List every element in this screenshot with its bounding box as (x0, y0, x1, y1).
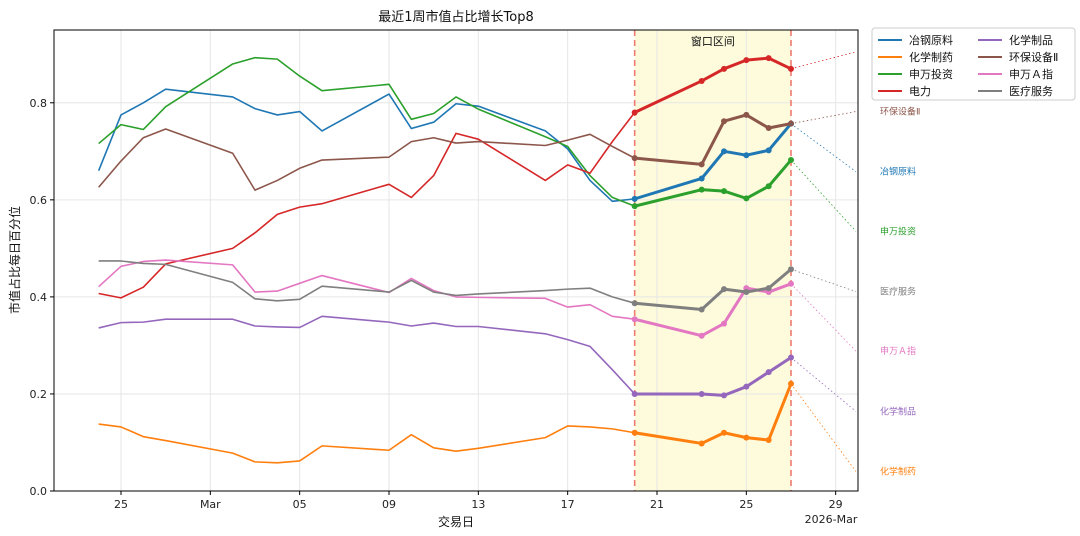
series-window-line-4 (634, 56, 792, 114)
series-point-4 (698, 77, 705, 84)
series-point-2 (743, 434, 750, 441)
chart-title: 最近1周市值占比增长Top8 (378, 9, 533, 25)
legend-item-label: 化学制药 (909, 50, 953, 64)
y-tick-label: 0.4 (30, 291, 48, 304)
series-window-line-8 (634, 268, 792, 312)
x-tick-label: Mar (200, 498, 221, 511)
series-window-line-6 (634, 113, 792, 166)
series-line-1 (97, 88, 635, 203)
series-point-4 (721, 65, 727, 72)
y-tick-label: 0.8 (30, 97, 48, 110)
end-label: 环保设备Ⅱ (880, 106, 920, 118)
series-point-6 (631, 155, 638, 162)
series-point-8 (631, 300, 638, 307)
series-point-1 (743, 152, 750, 159)
end-label: 冶钢原料 (880, 166, 916, 178)
y-tick-label: 0.6 (30, 194, 48, 207)
legend-item-label: 冶钢原料 (909, 33, 953, 47)
legend-item-label: 环保设备Ⅱ (1009, 50, 1058, 64)
series-window-line-2 (634, 383, 793, 445)
end-label-connector (790, 159, 857, 232)
series-point-7 (698, 332, 705, 339)
x-tick-label: 29 (829, 498, 843, 511)
end-label: 医疗服务 (880, 286, 916, 298)
series-point-1 (765, 147, 772, 154)
series-point-5 (631, 390, 638, 397)
series-point-2 (631, 429, 638, 436)
y-axis-title: 市值占比每日百分位 (7, 206, 22, 314)
series-line-5 (98, 315, 636, 395)
series-point-2 (698, 440, 705, 447)
series-point-1 (698, 175, 705, 182)
series-line-6 (98, 128, 636, 191)
x-axis-title: 交易日 (438, 514, 474, 529)
end-label: 申万投资 (880, 225, 916, 237)
series-point-3 (631, 203, 638, 210)
series-point-4 (765, 55, 772, 62)
x-tick-label: 17 (561, 498, 575, 511)
x-tick-label: 13 (471, 498, 485, 511)
legend-item-label: 化学制品 (1009, 33, 1053, 47)
series-point-5 (765, 369, 772, 376)
window-shade (634, 30, 791, 491)
series-point-3 (721, 188, 727, 195)
series-line-3 (98, 56, 635, 207)
x-tick-label: 09 (382, 498, 396, 511)
legend-item-label: 申万Ａ指 (1009, 67, 1053, 81)
series-line-2 (98, 423, 635, 464)
series-point-5 (721, 392, 727, 399)
end-label: 申万Ａ指 (880, 345, 916, 357)
series-point-8 (721, 286, 727, 293)
x-axis-offset-label: 2026-Mar (805, 513, 858, 526)
series-point-3 (765, 183, 772, 190)
x-tick-label: 25 (739, 498, 753, 511)
end-label-connector (790, 111, 857, 125)
legend-item-label: 医疗服务 (1009, 84, 1053, 98)
series-point-2 (721, 429, 727, 436)
window-label: 窗口区间 (691, 34, 735, 48)
series-point-8 (765, 285, 772, 292)
series-point-3 (743, 195, 750, 202)
end-label: 化学制药 (880, 466, 916, 478)
series-point-7 (721, 320, 727, 327)
series-point-6 (721, 118, 727, 125)
series-point-4 (631, 109, 638, 116)
end-label-connector (790, 268, 857, 292)
plot-area: 窗口区间电力环保设备Ⅱ冶钢原料申万投资医疗服务申万Ａ指化学制品化学制药 (54, 30, 920, 492)
legend-item-label: 电力 (909, 85, 931, 98)
legend-box (871, 27, 1076, 101)
series-point-4 (743, 57, 750, 64)
series-point-6 (765, 125, 772, 132)
series-point-6 (743, 111, 750, 118)
end-label-connector (790, 123, 857, 173)
x-tick-label: 21 (650, 498, 664, 511)
series-point-8 (698, 306, 705, 313)
end-label: 化学制品 (880, 405, 916, 417)
series-line-8 (98, 260, 635, 304)
x-tick-label: 25 (114, 498, 128, 511)
series-point-2 (765, 437, 772, 444)
legend-item-label: 申万投资 (909, 67, 953, 81)
series-point-5 (743, 383, 750, 390)
series-point-3 (698, 186, 705, 193)
series-window-line-7 (634, 282, 792, 338)
series-window-line-1 (634, 122, 793, 201)
series-window-line-3 (634, 159, 793, 208)
y-tick-label: 0.0 (30, 485, 48, 498)
series-point-1 (721, 148, 727, 155)
series-point-6 (698, 161, 705, 168)
series-window-line-5 (634, 356, 792, 397)
series-point-5 (698, 390, 705, 397)
plot-frame (53, 29, 859, 492)
series-point-1 (631, 195, 638, 202)
series-point-7 (631, 316, 638, 323)
x-tick-label: 05 (293, 498, 307, 511)
y-tick-label: 0.2 (30, 388, 48, 401)
series-point-8 (743, 289, 750, 296)
